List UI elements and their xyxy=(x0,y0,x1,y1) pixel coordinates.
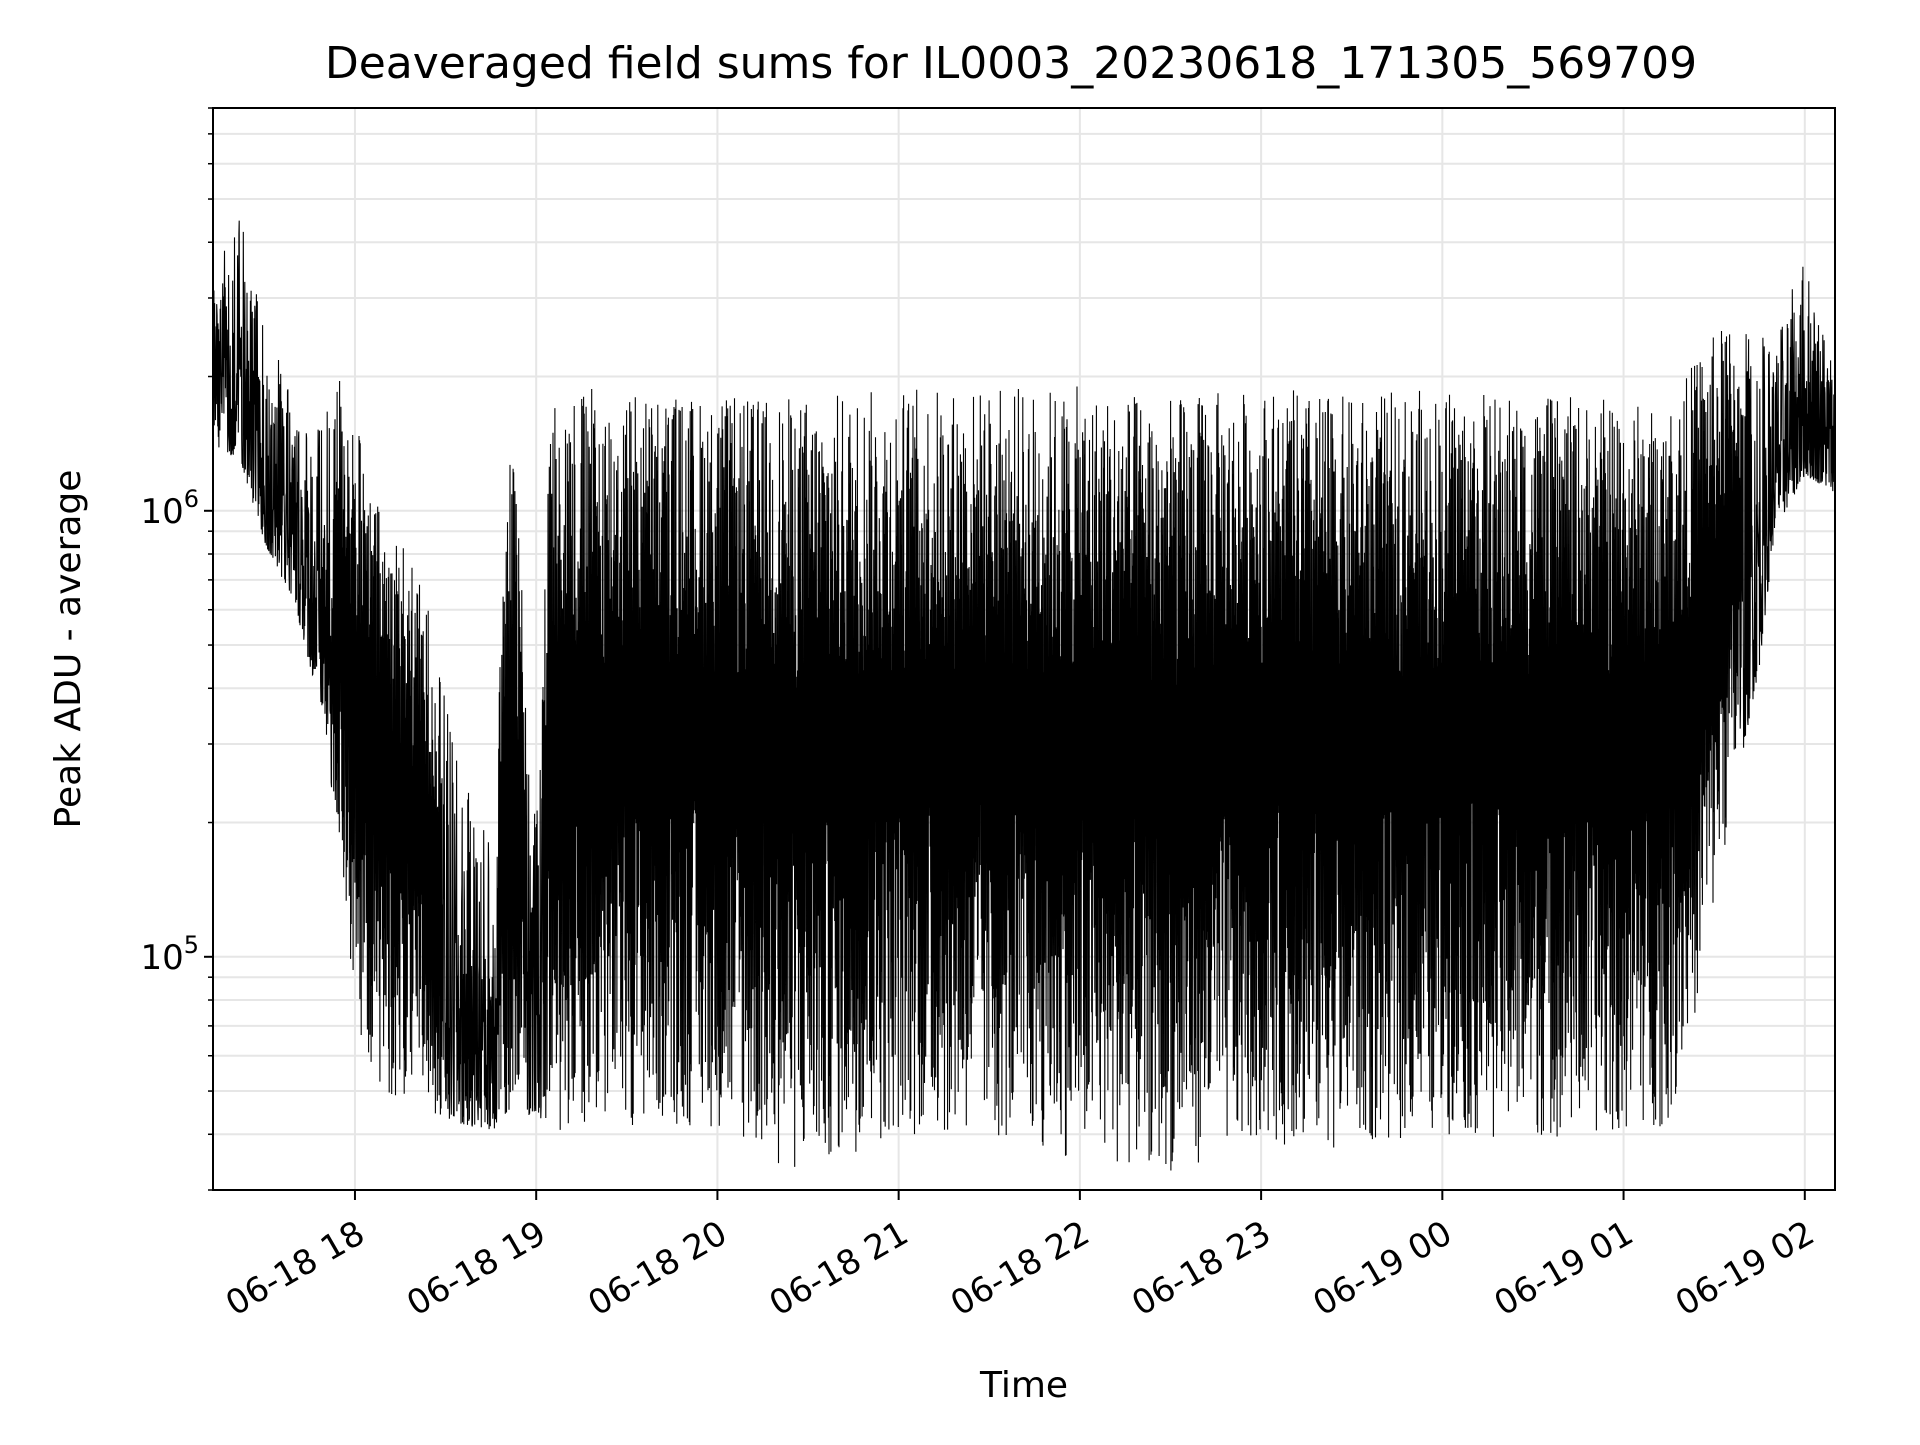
y-tick-label: 105 xyxy=(140,931,199,978)
y-tick-label: 106 xyxy=(140,485,199,532)
series-line xyxy=(212,220,1836,1171)
plot-frame xyxy=(212,107,1836,1191)
chart-title: Deaveraged field sums for IL0003_2023061… xyxy=(325,38,1697,89)
x-axis-label: Time xyxy=(979,1365,1068,1406)
data-series xyxy=(212,220,1836,1171)
y-axis-label: Peak ADU - average xyxy=(48,470,89,829)
